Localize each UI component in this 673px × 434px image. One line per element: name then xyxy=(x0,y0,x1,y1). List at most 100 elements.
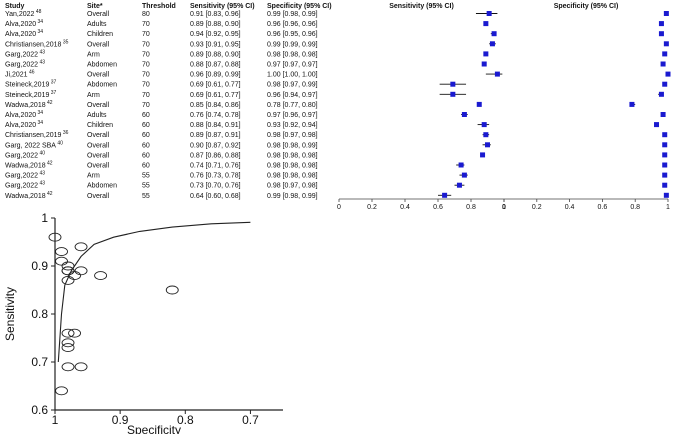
y-axis-title: Sensitivity xyxy=(3,287,17,341)
study-point xyxy=(74,266,88,276)
study-point xyxy=(61,328,75,338)
point-estimate xyxy=(481,122,487,128)
study-name: Alva,2020 34 xyxy=(5,120,43,129)
point-estimate xyxy=(629,101,635,107)
point-estimate xyxy=(663,192,669,198)
sensitivity-ci: 0.91 [0.83, 0.96] xyxy=(190,11,241,18)
threshold: 70 xyxy=(142,72,150,79)
site: Arm xyxy=(87,92,100,99)
threshold: 55 xyxy=(142,193,150,200)
point-estimate xyxy=(480,152,486,158)
study-name: Christiansen,2018 35 xyxy=(5,39,69,48)
site: Abdomen xyxy=(87,82,117,89)
study-name: Alva,2020 34 xyxy=(5,110,43,119)
x-tick-label: 1 xyxy=(502,204,506,211)
x-tick-label: 1 xyxy=(52,413,59,427)
threshold: 60 xyxy=(142,132,150,139)
study-ref: 46 xyxy=(28,70,35,76)
study-point xyxy=(61,343,75,353)
study-name: Ji,2021 46 xyxy=(5,70,35,79)
study-ref: 34 xyxy=(36,29,43,35)
study-point xyxy=(94,271,108,281)
y-tick-label: 1 xyxy=(41,211,48,225)
point-estimate xyxy=(485,142,490,148)
point-estimate xyxy=(663,41,669,47)
point-estimate xyxy=(654,122,660,128)
y-tick-label: 0.9 xyxy=(31,259,48,273)
specificity-ci: 0.98 [0.98, 0.99] xyxy=(267,142,318,149)
y-tick-label: 0.7 xyxy=(31,355,48,369)
specificity-ci: 0.98 [0.98, 0.98] xyxy=(267,51,318,58)
point-estimate xyxy=(665,71,671,77)
study-ref: 40 xyxy=(38,150,45,156)
site: Overall xyxy=(87,152,110,159)
study-point xyxy=(74,362,88,372)
point-estimate xyxy=(458,162,464,168)
site: Overall xyxy=(87,102,110,109)
sensitivity-ci: 0.88 [0.87, 0.88] xyxy=(190,62,241,69)
point-estimate xyxy=(662,142,668,148)
study-name: Wadwa,2018 42 xyxy=(5,191,53,200)
specificity-ci: 0.98 [0.97, 0.99] xyxy=(267,82,318,89)
sensitivity-ci: 0.89 [0.87, 0.91] xyxy=(190,132,241,139)
threshold: 70 xyxy=(142,102,150,109)
x-tick-label: 0.2 xyxy=(532,204,542,211)
study-ref: 43 xyxy=(38,171,45,177)
point-estimate xyxy=(483,51,489,57)
specificity-ci: 0.99 [0.98, 0.99] xyxy=(267,11,318,18)
point-estimate xyxy=(662,172,668,178)
study-name: Wadwa,2018 42 xyxy=(5,100,53,109)
x-tick-label: 1 xyxy=(666,204,670,211)
study-ref: 36 xyxy=(61,130,68,136)
x-axis-title: Specificity xyxy=(127,423,181,434)
specificity-ci: 1.00 [1.00, 1.00] xyxy=(267,72,318,79)
threshold: 55 xyxy=(142,173,150,180)
site: Arm xyxy=(87,51,100,58)
study-point xyxy=(55,247,68,257)
site: Overall xyxy=(87,11,110,18)
site: Children xyxy=(87,122,113,129)
y-tick-label: 0.6 xyxy=(31,403,48,417)
point-estimate xyxy=(486,11,492,16)
x-tick-label: 0.6 xyxy=(433,204,443,211)
sroc-plot: 1 0.9 0.8 0.7 0.6 1 0.9 0.8 0.7 Specificity Sensit… xyxy=(3,211,283,434)
specificity-ci: 0.78 [0.77, 0.80] xyxy=(267,102,318,109)
sensitivity-ci: 0.90 [0.87, 0.92] xyxy=(190,142,241,149)
site: Adults xyxy=(87,21,107,28)
sensitivity-ci: 0.93 [0.91, 0.95] xyxy=(190,41,241,48)
sensitivity-ci: 0.76 [0.74, 0.78] xyxy=(190,112,241,119)
study-name: Garg, 2022 SBA 40 xyxy=(5,140,63,149)
specificity-ci: 0.98 [0.97, 0.98] xyxy=(267,183,318,190)
x-tick-label: 0.6 xyxy=(598,204,608,211)
specificity-ci: 0.97 [0.97, 0.97] xyxy=(267,62,318,69)
study-name: Garg,2022 43 xyxy=(5,49,45,58)
specificity-forest-plot: Specificity (95% CI) 0 0.2 0.4 0.6 0.8 1 xyxy=(502,3,671,211)
point-estimate xyxy=(662,182,668,188)
study-ref: 37 xyxy=(49,90,56,96)
specificity-ci: 0.99 [0.99, 0.99] xyxy=(267,41,318,48)
point-estimate xyxy=(662,51,668,57)
specificity-ci: 0.97 [0.96, 0.97] xyxy=(267,112,318,119)
forest-title: Specificity (95% CI) xyxy=(554,3,619,10)
threshold: 70 xyxy=(142,41,150,48)
study-point xyxy=(55,386,68,396)
study-name: Wadwa,2018 42 xyxy=(5,161,53,170)
study-point xyxy=(61,362,75,372)
sensitivity-ci: 0.94 [0.92, 0.95] xyxy=(190,31,241,38)
sroc-curve xyxy=(57,221,251,363)
sensitivity-ci: 0.76 [0.73, 0.78] xyxy=(190,173,241,180)
study-name: Garg,2022 40 xyxy=(5,150,45,159)
study-ref: 34 xyxy=(36,110,43,116)
site: Overall xyxy=(87,72,110,79)
study-ref: 37 xyxy=(49,80,56,86)
threshold: 70 xyxy=(142,31,150,38)
study-ref: 43 xyxy=(38,60,45,66)
threshold: 60 xyxy=(142,142,150,149)
point-estimate xyxy=(658,21,664,27)
sensitivity-ci: 0.88 [0.84, 0.91] xyxy=(190,122,241,129)
point-estimate xyxy=(442,192,448,198)
study-name: Steineck,2019 37 xyxy=(5,90,57,99)
sensitivity-ci: 0.89 [0.88, 0.90] xyxy=(190,21,241,28)
study-point xyxy=(55,256,68,266)
